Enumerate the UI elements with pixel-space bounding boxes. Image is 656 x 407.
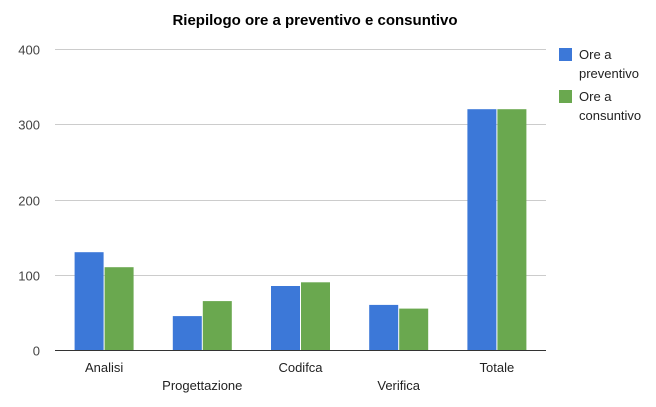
legend-swatch [559, 90, 572, 103]
y-tick-label: 300 [18, 118, 40, 133]
legend-label: Ore a preventivo [579, 47, 639, 81]
x-category-label: Totale [480, 360, 515, 375]
y-tick-label: 400 [18, 43, 40, 58]
bar-preventivo [172, 316, 202, 350]
chart-title: Riepilogo ore a preventivo e consuntivo [172, 12, 457, 29]
x-category-label: Verifica [377, 378, 420, 393]
y-tick-label: 100 [18, 269, 40, 284]
bars [74, 109, 527, 350]
bar-preventivo [271, 286, 300, 350]
y-tick-label: 0 [33, 344, 40, 359]
y-axis-ticks: 0 100 200 300 400 [18, 43, 40, 359]
bar-consuntivo [104, 267, 134, 350]
legend-label: Ore a consuntivo [579, 89, 641, 123]
bar-consuntivo [399, 308, 429, 350]
x-category-label: Progettazione [162, 378, 242, 393]
x-axis-labels: Analisi Progettazione Codifca Verifica Total… [85, 360, 514, 393]
legend-swatch [559, 48, 572, 61]
bar-preventivo [74, 252, 104, 350]
bar-consuntivo [497, 109, 527, 350]
legend: Ore a preventivo Ore a consuntivo [559, 47, 641, 123]
gridlines [55, 49, 546, 276]
bar-consuntivo [301, 282, 330, 350]
bar-preventivo [467, 109, 497, 350]
y-tick-label: 200 [18, 194, 40, 209]
bar-preventivo [369, 304, 399, 350]
x-category-label: Codifca [278, 360, 323, 375]
bar-consuntivo [202, 301, 232, 350]
x-category-label: Analisi [85, 360, 123, 375]
